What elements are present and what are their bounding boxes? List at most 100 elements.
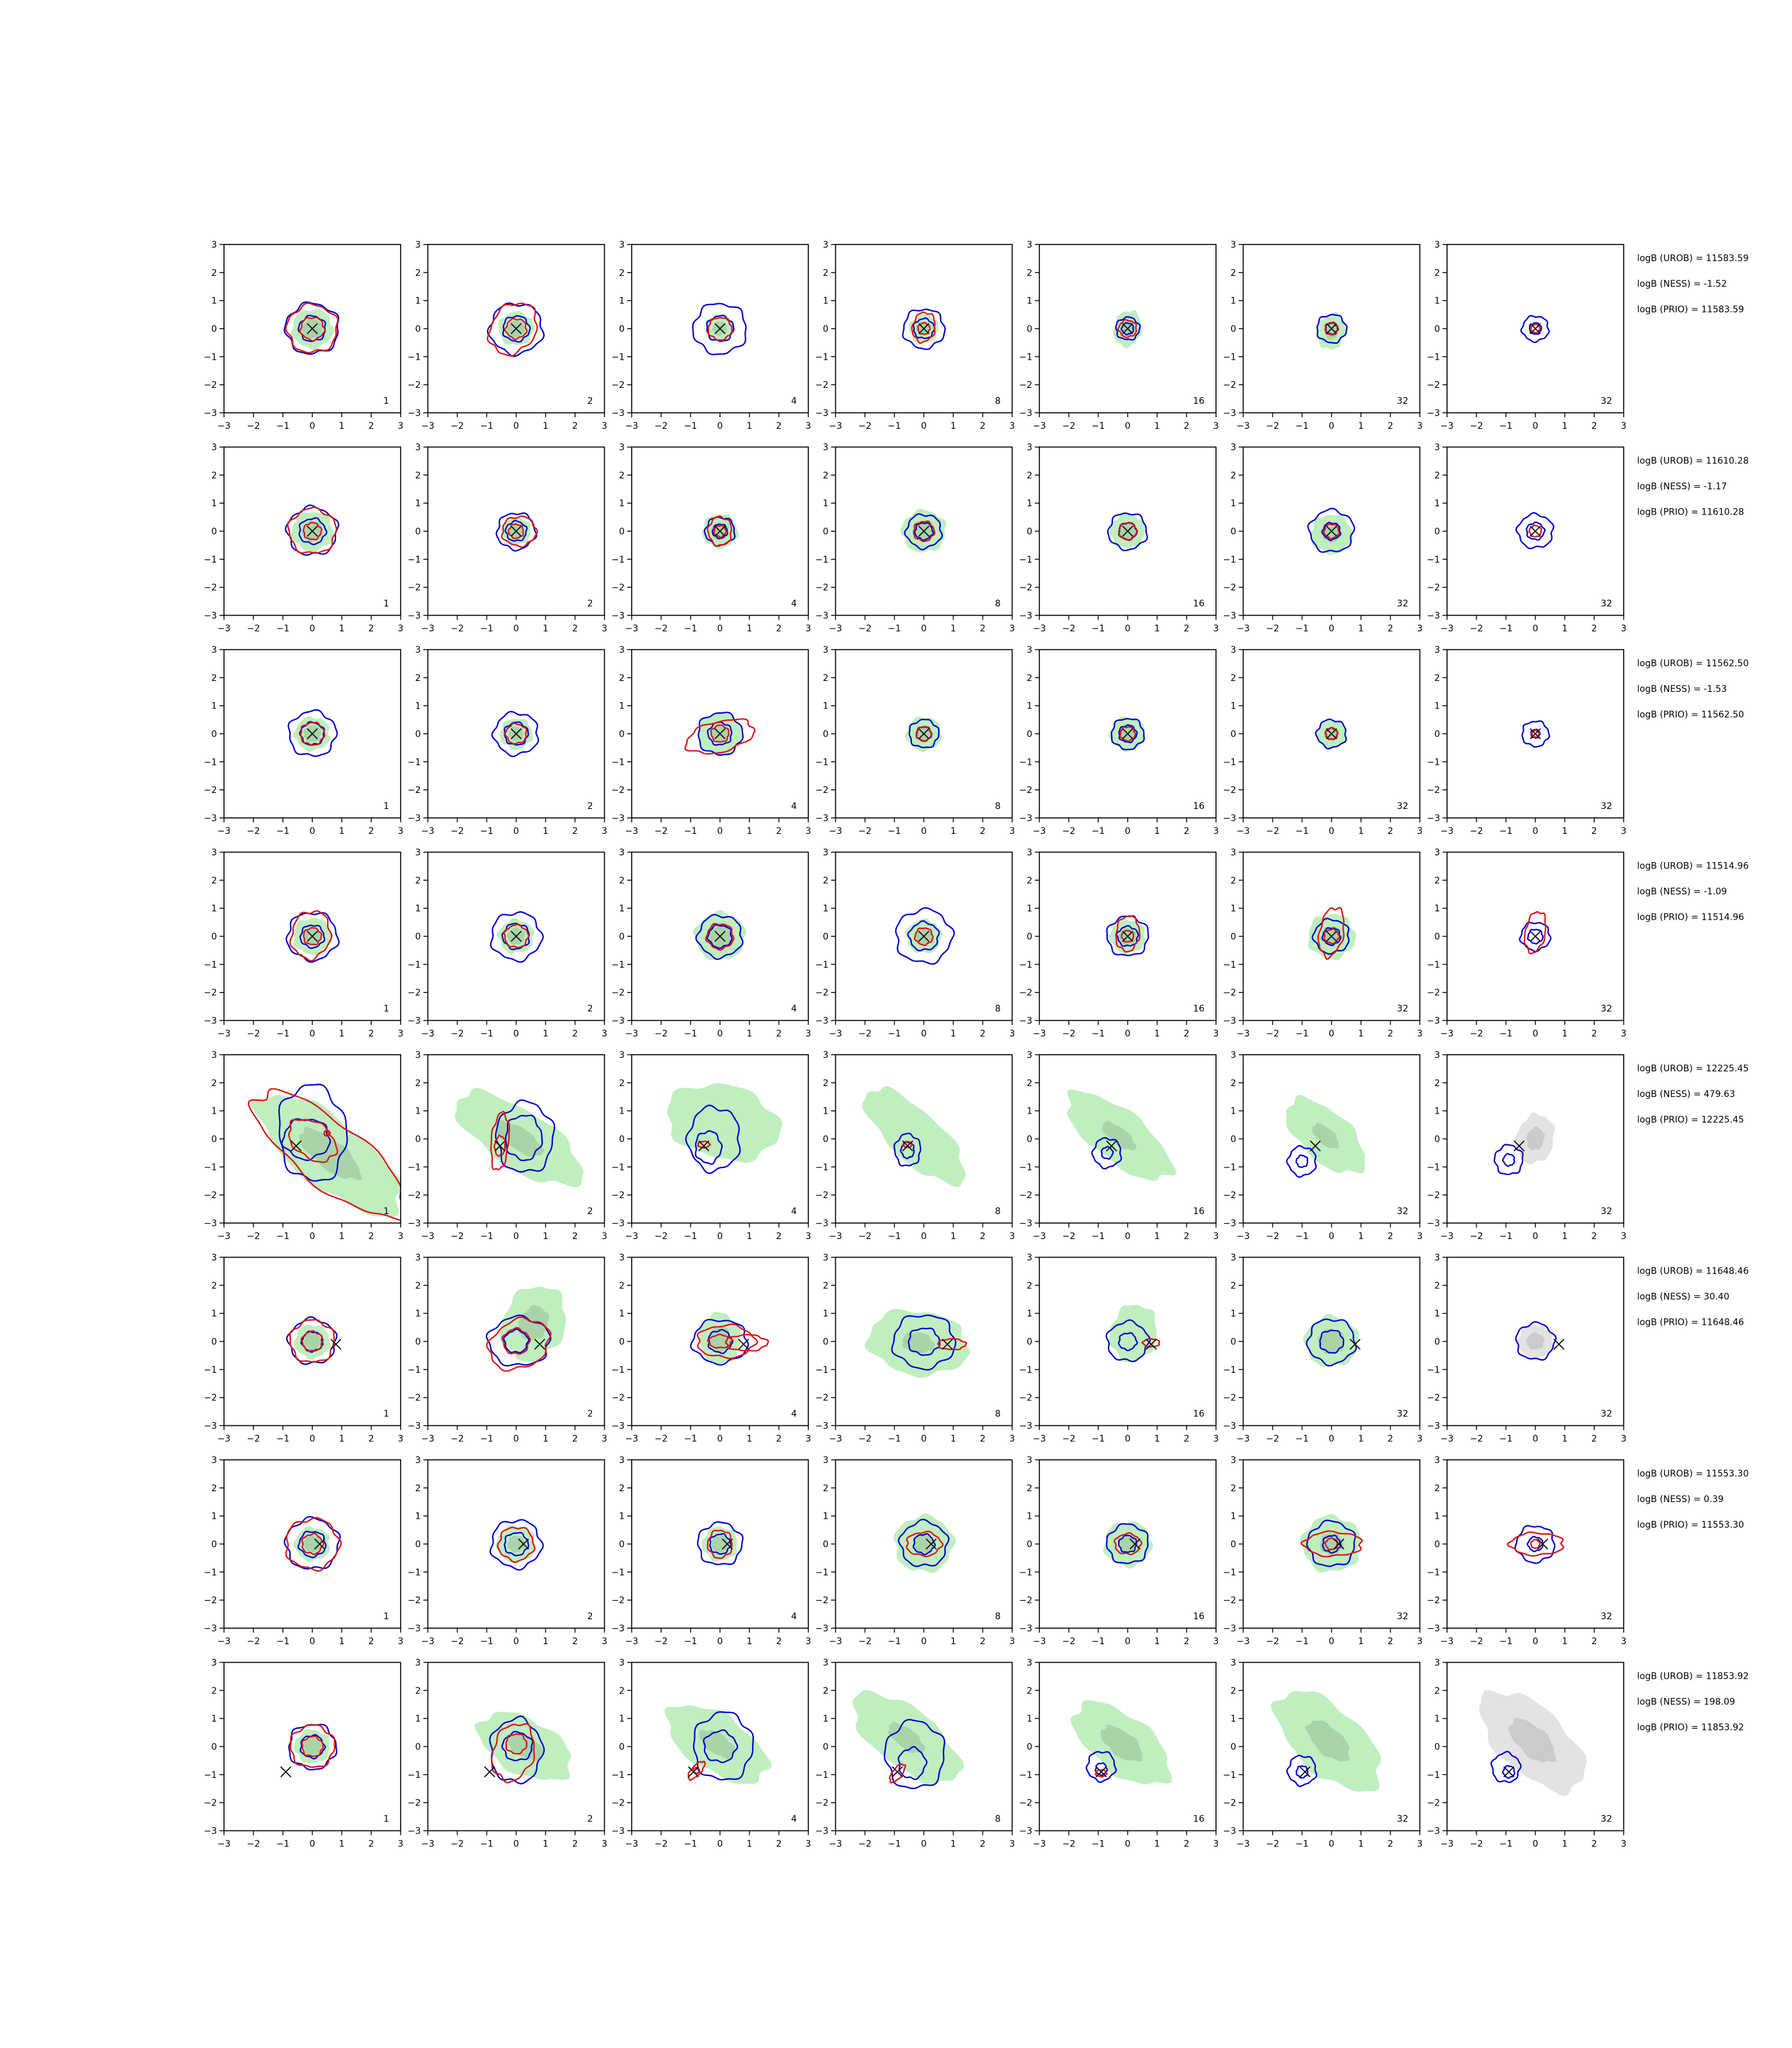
panel-corner-label: 32 <box>1397 1814 1409 1825</box>
x-tick-label: −3 <box>1236 1636 1250 1647</box>
red-contour <box>486 1316 552 1372</box>
panel-r5-c3: −3 −2 −1 0 1 2 3 −3 −2 −1 0 1 2 3 4 <box>611 1050 811 1242</box>
x-tick-label: 0 <box>1329 421 1334 431</box>
x-tick-label: −2 <box>1266 421 1279 431</box>
x-tick-label: −1 <box>480 1839 493 1850</box>
blue-contour <box>1319 1329 1345 1354</box>
truth-marker <box>1129 1538 1141 1550</box>
x-tick-label: 2 <box>1592 1231 1597 1242</box>
y-tick-label: 3 <box>1231 240 1236 250</box>
blue-contour <box>912 1533 936 1556</box>
x-tick-label: 1 <box>1155 1231 1160 1242</box>
plot-area <box>861 1086 966 1187</box>
plot-area <box>285 910 340 963</box>
red-contour <box>707 1530 733 1559</box>
panel-corner-label: 32 <box>1397 599 1409 609</box>
blue-contour <box>297 1530 327 1558</box>
y-tick-label: 2 <box>1434 1281 1440 1291</box>
y-tick-label: −1 <box>611 352 625 362</box>
x-tick-label: −1 <box>888 1839 901 1850</box>
y-tick-label: 2 <box>823 876 829 886</box>
blue-contour <box>1521 720 1551 748</box>
panel-corner-label: 16 <box>1193 801 1204 812</box>
x-tick-label: 2 <box>1388 1434 1393 1444</box>
x-tick-label: 2 <box>776 1231 782 1242</box>
plot-area <box>1106 915 1149 957</box>
x-tick-label: 2 <box>369 1231 374 1242</box>
y-tick-label: 1 <box>823 1309 829 1319</box>
y-tick-label: −3 <box>408 1827 421 1837</box>
truth-marker <box>1349 1338 1361 1350</box>
logb-annotation: logB (UROB) = 11610.28 <box>1637 456 1748 467</box>
x-tick-label: 3 <box>1009 1839 1015 1850</box>
y-tick-label: 2 <box>415 268 421 278</box>
density-fill-inner <box>913 1533 934 1554</box>
x-tick-label: −3 <box>1441 624 1454 634</box>
y-tick-label: −2 <box>1019 380 1032 390</box>
x-tick-label: 1 <box>543 1839 548 1850</box>
x-tick-label: −3 <box>1441 421 1454 431</box>
blue-contour <box>900 1140 915 1160</box>
x-tick-label: −3 <box>1033 1636 1046 1647</box>
plot-area <box>490 911 544 963</box>
y-tick-label: −3 <box>1427 611 1440 621</box>
density-fill-inner <box>1100 1724 1142 1762</box>
x-tick-label: 0 <box>310 1636 316 1647</box>
panel-r5-c1: −3 −2 −1 0 1 2 3 −3 −2 −1 0 1 2 3 1 <box>204 1050 403 1242</box>
y-tick-label: −3 <box>1427 1219 1440 1229</box>
panel-corner-label: 1 <box>383 1409 389 1420</box>
x-tick-label: −2 <box>1266 1839 1279 1850</box>
x-tick-label: 2 <box>1388 1839 1393 1850</box>
panel-corner-label: 2 <box>588 396 593 406</box>
x-tick-label: −1 <box>888 1636 901 1647</box>
x-tick-label: 3 <box>806 624 812 634</box>
y-tick-label: 1 <box>1231 701 1236 712</box>
y-tick-label: 0 <box>211 1540 217 1550</box>
x-tick-label: −3 <box>1236 1434 1250 1444</box>
y-tick-label: 1 <box>823 1512 829 1522</box>
blue-contour <box>1286 1754 1318 1788</box>
x-tick-label: −2 <box>451 1231 464 1242</box>
x-tick-label: 1 <box>339 1231 345 1242</box>
x-tick-label: 2 <box>369 1839 374 1850</box>
x-tick-label: 3 <box>602 1839 607 1850</box>
y-tick-label: 3 <box>823 1658 829 1668</box>
panel-corner-label: 8 <box>995 599 1001 609</box>
y-tick-label: 1 <box>1231 1512 1236 1522</box>
logb-annotation: logB (UROB) = 12225.45 <box>1637 1064 1748 1074</box>
x-tick-label: 2 <box>369 826 374 836</box>
x-tick-label: 3 <box>1621 1839 1627 1850</box>
y-tick-label: 1 <box>1231 1309 1236 1319</box>
x-tick-label: 0 <box>1125 1231 1131 1242</box>
panel-r5-c6: −3 −2 −1 0 1 2 3 −3 −2 −1 0 1 2 3 32 <box>1223 1050 1423 1242</box>
y-tick-label: −1 <box>408 1162 421 1172</box>
y-tick-label: 1 <box>823 499 829 509</box>
blue-contour <box>284 1516 341 1570</box>
panel-r6-c2: −3 −2 −1 0 1 2 3 −3 −2 −1 0 1 2 3 2 <box>408 1253 607 1444</box>
x-tick-label: 1 <box>339 826 345 836</box>
red-contour <box>1121 929 1135 943</box>
x-tick-label: 0 <box>717 1839 723 1850</box>
red-contour <box>1523 911 1547 955</box>
x-tick-label: 2 <box>1388 624 1393 634</box>
x-tick-label: 3 <box>1213 1636 1219 1647</box>
panel-corner-label: 4 <box>791 1409 797 1420</box>
y-tick-label: −1 <box>815 555 829 565</box>
x-tick-label: −2 <box>1470 1231 1484 1242</box>
x-tick-label: −1 <box>276 1839 290 1850</box>
x-tick-label: 3 <box>1621 1434 1627 1444</box>
x-tick-label: 0 <box>717 826 723 836</box>
y-tick-label: 0 <box>619 1540 625 1550</box>
x-tick-label: 1 <box>1562 826 1568 836</box>
panel-corner-label: 8 <box>995 1612 1001 1622</box>
y-tick-label: 1 <box>1027 1512 1032 1522</box>
y-tick-label: 2 <box>415 1078 421 1089</box>
y-tick-label: 1 <box>415 1512 421 1522</box>
y-tick-label: −1 <box>1223 1365 1236 1375</box>
truth-marker <box>307 323 318 335</box>
x-tick-label: −2 <box>1470 421 1484 431</box>
x-tick-label: −1 <box>1295 421 1309 431</box>
x-tick-label: −2 <box>655 1434 668 1444</box>
x-tick-label: 1 <box>543 1231 548 1242</box>
blue-contour <box>1105 1319 1151 1363</box>
